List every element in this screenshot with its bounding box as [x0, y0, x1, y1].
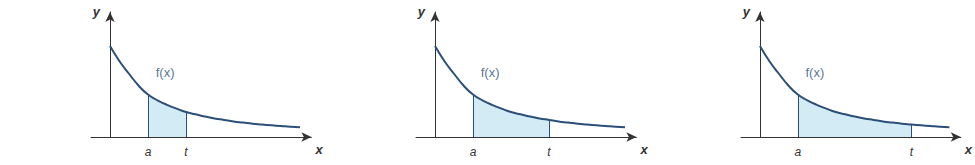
- svg-text:f(x): f(x): [805, 65, 824, 80]
- svg-text:a: a: [470, 145, 477, 159]
- svg-text:y: y: [92, 4, 101, 19]
- svg-text:t: t: [184, 145, 188, 159]
- svg-text:a: a: [145, 145, 152, 159]
- svg-text:f(x): f(x): [481, 65, 500, 80]
- svg-text:t: t: [547, 145, 551, 159]
- svg-text:y: y: [417, 4, 426, 19]
- svg-text:x: x: [964, 142, 973, 157]
- svg-text:x: x: [639, 142, 648, 157]
- svg-text:f(x): f(x): [156, 65, 175, 80]
- svg-text:t: t: [910, 145, 914, 159]
- svg-text:y: y: [742, 4, 751, 19]
- svg-text:x: x: [314, 142, 323, 157]
- svg-text:a: a: [794, 145, 801, 159]
